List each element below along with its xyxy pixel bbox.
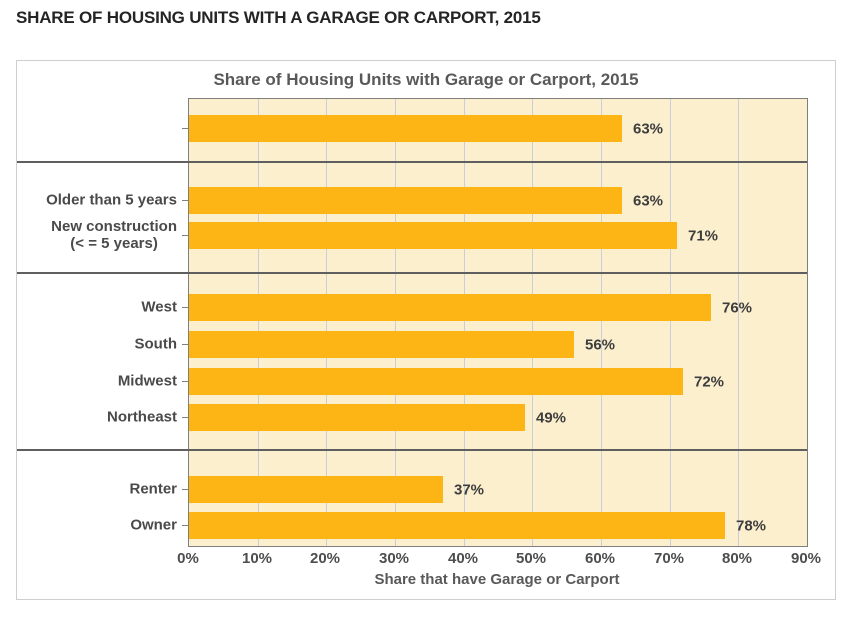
gridline [531,99,533,546]
category-label: New construction (< = 5 years) [17,218,177,252]
category-label: Renter [17,480,177,497]
bar-value-label: 37% [454,481,485,498]
bar-value-label: 49% [536,409,567,426]
category-label: Older than 5 years [17,191,177,208]
plot-area: 63% 63% 71% 76% 56% 72% 49% 37% 78% [188,98,808,547]
group-divider [17,272,807,274]
category-label: South [17,335,178,352]
y-axis-tick [182,380,188,382]
category-label: Midwest [17,372,177,389]
x-tick-label: 60% [584,550,616,567]
gridline [257,99,259,546]
x-tick-label: 0% [177,550,199,567]
category-label-text: Northeast [106,408,177,425]
chart-card: Share of Housing Units with Garage or Ca… [16,60,836,600]
bar-value-label: 63% [633,120,664,137]
category-label-text: Renter [129,480,177,497]
x-tick-label: 40% [447,550,479,567]
bar [189,368,683,395]
bar-value-label: 71% [688,227,719,244]
gridline [463,99,465,546]
bar [189,404,525,431]
category-label: Northeast [17,408,177,425]
bar [189,187,622,214]
bar [189,222,677,249]
bar [189,512,725,539]
x-tick-label: 90% [790,550,822,567]
y-axis-tick [182,488,188,490]
y-axis-tick [182,234,188,236]
gridline [600,99,602,546]
bar-value-label: 63% [633,192,664,209]
y-axis-tick [182,524,188,526]
category-label-text: West [141,298,177,315]
group-divider [17,161,807,163]
y-axis-tick [182,416,188,418]
category-label-text: New construction (< = 5 years) [51,217,177,252]
bar [189,331,574,358]
x-tick-label: 80% [721,550,753,567]
y-axis-tick [182,306,188,308]
category-label-text: South [134,335,178,352]
gridline [325,99,327,546]
x-tick-label: 20% [309,550,341,567]
y-axis-tick [182,343,188,345]
y-axis-tick [182,199,188,201]
page-heading: SHARE OF HOUSING UNITS WITH A GARAGE OR … [16,8,541,27]
y-axis-tick [182,127,188,129]
x-tick-label: 50% [515,550,547,567]
chart-title: Share of Housing Units with Garage or Ca… [213,70,639,89]
x-tick-label: 10% [241,550,273,567]
gridline [669,99,671,546]
category-label: Owner [17,516,177,533]
bar-value-label: 56% [585,336,616,353]
x-tick-label: 30% [378,550,410,567]
bar [189,115,622,142]
bar-value-label: 78% [736,517,767,534]
bar [189,476,443,503]
gridline [737,99,739,546]
gridline [394,99,396,546]
bar-value-label: 72% [694,373,725,390]
bar-value-label: 76% [722,299,753,316]
x-axis-title: Share that have Garage or Carport [374,571,620,588]
category-label-text: Owner [130,516,177,533]
category-label-text: Older than 5 years [46,191,177,208]
group-divider [17,449,807,451]
bar [189,294,711,321]
category-label: West [17,298,177,315]
x-tick-label: 70% [653,550,685,567]
category-label-text: Midwest [117,372,177,389]
